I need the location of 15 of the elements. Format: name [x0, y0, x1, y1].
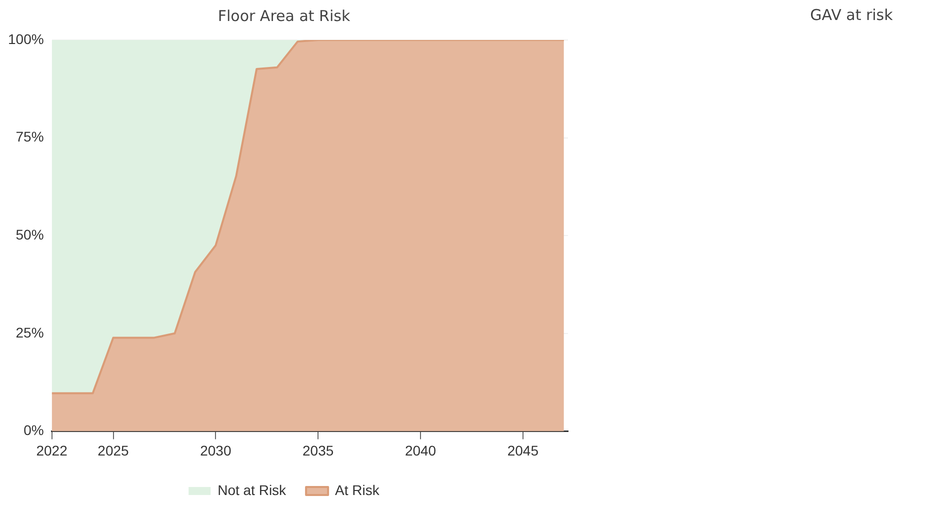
chart-title: Floor Area at Risk	[218, 6, 350, 25]
y-tick-label: 100%	[8, 30, 44, 47]
y-tick-label: 25%	[16, 324, 44, 340]
x-tick-label: 2022	[36, 442, 68, 458]
y-tick-label: 0%	[24, 422, 44, 438]
text: GAV at risk	[809, 6, 894, 24]
x-tick-label: 2025	[98, 442, 130, 458]
x-tick-label: 2030	[200, 442, 232, 458]
y-tick-label: 50%	[16, 226, 44, 242]
x-tick-label: 2045	[507, 442, 539, 458]
legend-label: At Risk	[335, 482, 380, 498]
legend-label: Not at Risk	[218, 482, 288, 498]
y-tick-label: 75%	[16, 128, 44, 145]
x-tick-label: 2035	[302, 442, 334, 458]
x-tick-label: 2040	[404, 442, 436, 458]
